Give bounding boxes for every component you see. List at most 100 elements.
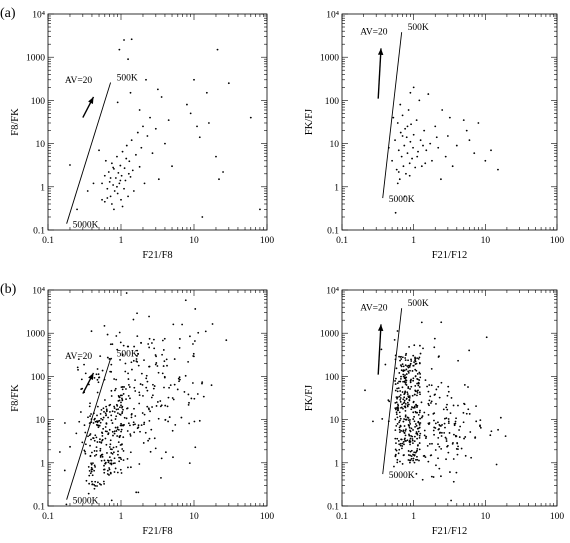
data-point	[151, 406, 153, 408]
data-point	[412, 146, 414, 149]
data-point	[141, 383, 144, 386]
data-point	[497, 168, 499, 171]
line-label-end: 500K	[408, 299, 429, 309]
data-point	[90, 330, 93, 333]
plot-frame	[341, 289, 558, 507]
data-point	[108, 404, 111, 407]
data-point	[202, 395, 205, 398]
data-point	[108, 446, 111, 448]
data-point	[117, 395, 120, 397]
data-point	[146, 135, 149, 137]
data-point	[437, 457, 439, 460]
data-point	[429, 395, 432, 398]
data-point	[416, 372, 419, 375]
data-point	[393, 465, 395, 468]
data-point	[405, 136, 408, 139]
data-point	[446, 403, 448, 406]
data-point	[94, 466, 96, 468]
data-point	[192, 352, 195, 355]
y-tick-label: 0.1	[33, 227, 45, 237]
data-point	[89, 455, 92, 458]
data-point	[120, 443, 123, 446]
data-point	[412, 377, 415, 380]
data-point	[440, 475, 442, 478]
data-point	[411, 157, 413, 160]
data-point	[418, 448, 421, 451]
data-point	[423, 434, 426, 437]
data-point	[164, 451, 167, 454]
data-point	[404, 357, 407, 359]
data-point	[404, 429, 407, 432]
data-point	[430, 402, 432, 404]
y-tick-label: 10⁴	[326, 11, 340, 21]
data-point	[122, 408, 124, 411]
data-point	[399, 460, 401, 463]
data-point	[119, 468, 122, 471]
data-point	[400, 369, 403, 372]
data-point	[119, 179, 122, 182]
data-point	[95, 446, 98, 449]
data-point	[438, 432, 441, 434]
data-point	[398, 431, 401, 434]
data-point	[83, 449, 86, 452]
data-point	[418, 386, 421, 388]
data-point	[404, 377, 407, 380]
data-point	[398, 421, 401, 424]
data-point	[457, 404, 459, 407]
data-point	[415, 432, 418, 435]
data-point	[162, 349, 165, 351]
data-point	[90, 470, 93, 473]
data-point	[424, 437, 427, 440]
data-point	[424, 379, 427, 382]
data-point	[108, 474, 110, 476]
x-tick-label: 1	[119, 512, 124, 522]
data-point	[427, 402, 430, 405]
data-point	[399, 390, 402, 392]
data-point	[407, 109, 410, 111]
data-point	[114, 418, 117, 420]
data-point	[490, 149, 492, 152]
data-point	[402, 420, 405, 423]
data-point	[115, 335, 118, 337]
data-point	[407, 387, 410, 390]
data-point	[440, 321, 443, 324]
data-point	[80, 378, 83, 381]
data-point	[125, 417, 128, 420]
data-point	[455, 448, 458, 450]
data-point	[93, 450, 96, 452]
data-point	[94, 480, 97, 483]
data-point	[109, 439, 112, 442]
data-point	[395, 401, 398, 404]
data-point	[395, 413, 398, 416]
data-point	[101, 369, 104, 372]
data-point	[452, 480, 455, 483]
data-point	[139, 383, 142, 385]
data-point	[423, 454, 426, 457]
data-point	[108, 358, 111, 360]
data-point	[456, 442, 459, 444]
data-point	[422, 144, 424, 147]
data-point	[108, 468, 111, 471]
data-point	[116, 101, 119, 104]
data-point	[433, 346, 436, 349]
data-point	[124, 179, 127, 182]
data-point	[127, 195, 129, 198]
data-point	[259, 208, 261, 211]
data-point	[414, 390, 417, 393]
data-point	[394, 454, 397, 457]
data-point	[153, 385, 156, 387]
data-point	[413, 361, 415, 364]
data-point	[437, 356, 440, 358]
data-point	[443, 417, 446, 420]
data-point	[97, 426, 100, 429]
data-point	[85, 479, 88, 482]
data-point	[427, 93, 430, 95]
data-point	[117, 429, 120, 431]
data-point	[136, 131, 139, 134]
data-point	[127, 466, 129, 469]
data-point	[152, 387, 155, 390]
data-point	[428, 399, 431, 402]
data-point	[407, 395, 410, 398]
data-point	[151, 394, 154, 397]
data-point	[188, 462, 191, 465]
